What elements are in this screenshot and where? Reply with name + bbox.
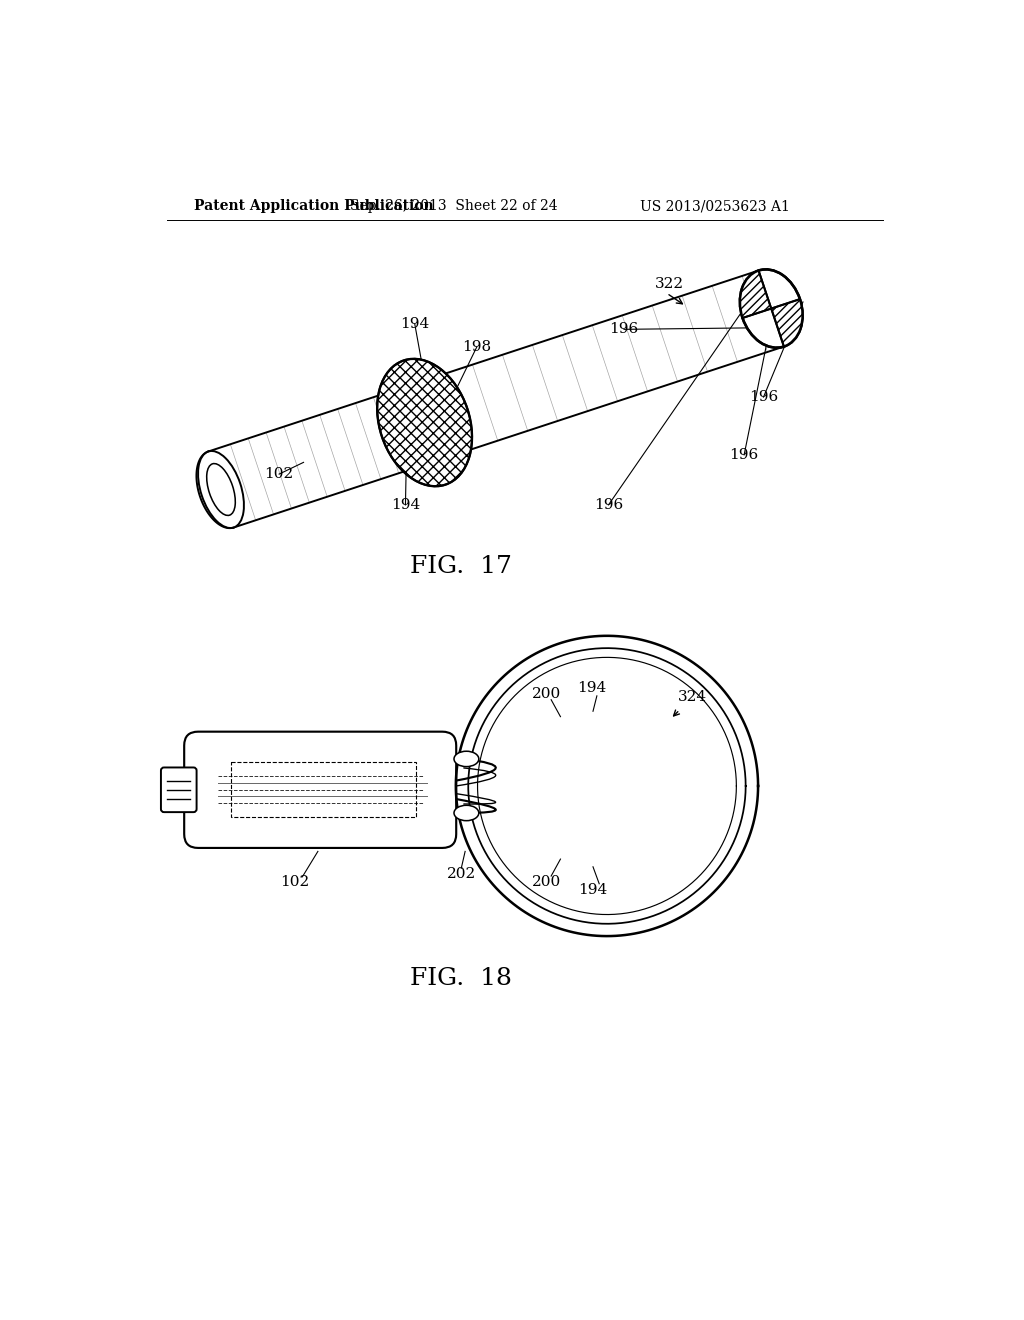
- Text: 200: 200: [531, 686, 561, 701]
- Text: 200: 200: [531, 875, 561, 890]
- Text: 194: 194: [579, 883, 607, 896]
- Text: 102: 102: [280, 875, 309, 890]
- Ellipse shape: [198, 451, 244, 528]
- Ellipse shape: [454, 805, 479, 821]
- Ellipse shape: [377, 359, 472, 486]
- Bar: [230, 763, 416, 817]
- Text: 202: 202: [446, 867, 476, 882]
- FancyBboxPatch shape: [161, 767, 197, 812]
- Text: 198: 198: [462, 341, 492, 354]
- Text: 194: 194: [400, 317, 429, 331]
- Text: Patent Application Publication: Patent Application Publication: [194, 199, 433, 213]
- Text: 322: 322: [655, 277, 684, 290]
- Ellipse shape: [740, 269, 803, 347]
- Text: 102: 102: [264, 467, 294, 480]
- Polygon shape: [771, 300, 803, 347]
- Text: 196: 196: [609, 322, 639, 337]
- Text: 194: 194: [391, 498, 420, 512]
- Text: FIG.  17: FIG. 17: [411, 554, 512, 578]
- Ellipse shape: [479, 659, 735, 913]
- Text: 194: 194: [577, 681, 606, 696]
- Text: FIG.  18: FIG. 18: [411, 968, 512, 990]
- Text: 196: 196: [749, 391, 778, 404]
- Ellipse shape: [454, 751, 479, 767]
- Text: Sep. 26, 2013  Sheet 22 of 24: Sep. 26, 2013 Sheet 22 of 24: [349, 199, 557, 213]
- Text: US 2013/0253623 A1: US 2013/0253623 A1: [640, 199, 790, 213]
- Text: 196: 196: [594, 498, 624, 512]
- FancyBboxPatch shape: [184, 731, 457, 847]
- Text: 196: 196: [729, 447, 759, 462]
- Polygon shape: [740, 271, 771, 318]
- Text: 324: 324: [678, 690, 708, 705]
